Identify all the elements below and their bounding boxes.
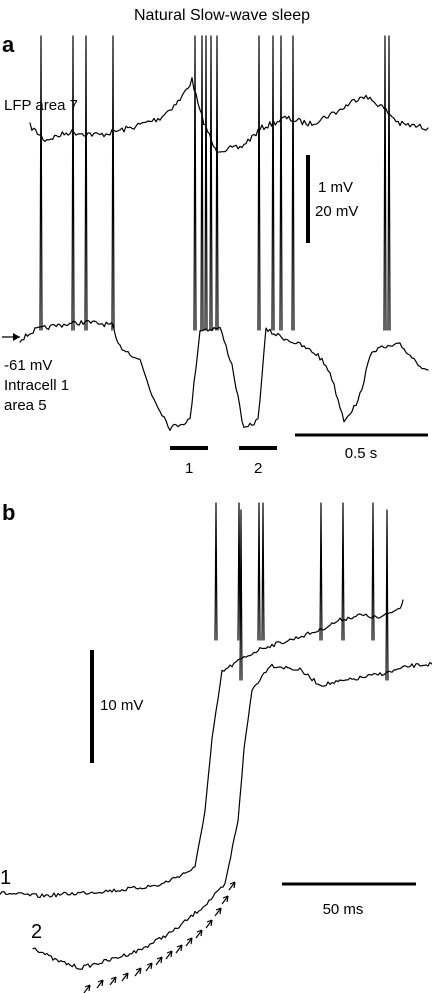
segment-1-label: 1 [185, 460, 193, 477]
arrow-icon [195, 929, 203, 939]
figure-title: Natural Slow-wave sleep [134, 7, 310, 24]
arrow-icon [185, 937, 193, 947]
panel-a-label: a [2, 32, 15, 57]
arrow-icon [134, 967, 142, 977]
arrow-icons-group [83, 881, 236, 993]
voltage-scale-label-b: 10 mV [100, 697, 143, 714]
resting-arrow-icon [2, 333, 20, 341]
arrow-icon [109, 976, 117, 986]
arrow-icon [228, 881, 236, 891]
arrow-icon [121, 972, 129, 982]
trace-1-label: 1 [0, 867, 11, 889]
arrow-icon [221, 895, 229, 905]
lfp-trace [29, 77, 429, 153]
arrow-icon [145, 962, 153, 972]
cell-label-line2: area 5 [4, 397, 47, 414]
arrow-icon [165, 950, 173, 960]
trace-b-2 [32, 509, 432, 970]
time-scale-label-b: 50 ms [323, 901, 364, 918]
trace-b-1 [0, 502, 404, 899]
arrow-icon [175, 944, 183, 954]
arrow-icon [205, 919, 213, 929]
segment-2-label: 2 [254, 460, 262, 477]
trace-2-label: 2 [31, 921, 42, 943]
time-scale-label-a: 0.5 s [345, 445, 378, 462]
scale-label-1mv: 1 mV [318, 179, 353, 196]
intracellular-trace [19, 35, 429, 431]
cell-label-line1: Intracell 1 [4, 377, 69, 394]
arrow-icon [214, 907, 222, 917]
panel-b-label: b [2, 500, 15, 525]
scale-label-20mv: 20 mV [315, 203, 358, 220]
arrow-icon [83, 984, 91, 993]
resting-potential-label: -61 mV [4, 357, 52, 374]
arrow-icon [155, 956, 163, 966]
arrow-icon [96, 979, 104, 989]
